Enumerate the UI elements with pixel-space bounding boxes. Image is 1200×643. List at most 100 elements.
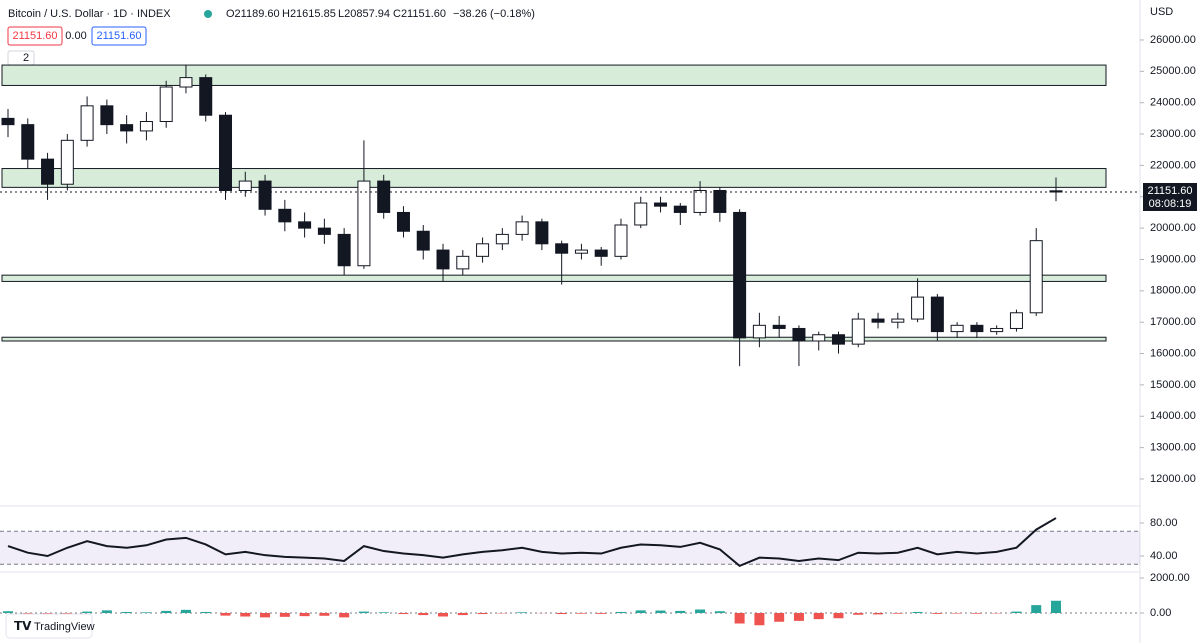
spread: 0.00 <box>65 30 86 42</box>
candle-body <box>1029 240 1043 314</box>
candle-body <box>416 230 430 251</box>
ask[interactable]: 21151.60 <box>96 30 141 42</box>
y-tick-label: 20000.00 <box>1150 222 1196 234</box>
macd-bar <box>378 612 389 613</box>
zone <box>1 336 1107 342</box>
macd-bar <box>240 612 251 617</box>
candle-body <box>179 77 193 88</box>
ohlc-change: −38.26 (−0.18%) <box>453 8 535 20</box>
candle-body <box>673 205 687 213</box>
ohlc-close: C21151.60 <box>393 8 446 20</box>
candle-body <box>278 208 292 223</box>
macd-bar <box>22 612 33 614</box>
y-tick-label: 13000.00 <box>1150 442 1196 454</box>
macd-bar <box>418 612 429 616</box>
macd-bar <box>1051 600 1061 613</box>
candle-body <box>515 221 529 235</box>
candle-body <box>654 202 668 207</box>
rsi-tick-label: 80.00 <box>1150 517 1178 529</box>
bid-box[interactable] <box>7 26 63 46</box>
candle-body <box>258 180 272 210</box>
candle-body <box>634 202 648 226</box>
y-tick-label: 23000.00 <box>1150 128 1196 140</box>
candle-body <box>219 114 233 191</box>
candle-body <box>594 249 608 257</box>
macd-bar <box>932 612 943 614</box>
macd-bar <box>971 612 982 614</box>
candle-body <box>41 158 55 185</box>
candle-body <box>911 296 925 320</box>
macd-bar <box>260 612 271 618</box>
y-tick-label: 15000.00 <box>1150 379 1196 391</box>
ohlc-low: L20857.94 <box>338 8 390 20</box>
candle-body <box>60 139 74 185</box>
macd-tick-label: 2000.00 <box>1150 572 1190 584</box>
candle-body <box>199 77 213 116</box>
y-tick-label: 16000.00 <box>1150 347 1196 359</box>
candle-body <box>436 249 450 270</box>
candle-body <box>100 105 114 126</box>
candle-body <box>357 180 371 267</box>
candle-body <box>317 227 331 235</box>
macd-bar <box>675 610 686 613</box>
y-tick-label: 22000.00 <box>1150 159 1196 171</box>
macd-bar <box>1031 605 1042 613</box>
brand[interactable]: TradingView <box>34 621 95 633</box>
macd-bar <box>892 612 903 614</box>
candle-body <box>713 189 727 213</box>
candle-body <box>733 211 747 339</box>
indicator-toggle[interactable] <box>7 50 35 66</box>
bid[interactable]: 21151.60 <box>12 30 57 42</box>
candle-body <box>990 327 1004 333</box>
macd-bar <box>161 610 172 613</box>
macd-bar <box>793 612 804 621</box>
candle-body <box>693 189 707 213</box>
candle-body <box>772 324 786 329</box>
zone <box>1 274 1107 282</box>
countdown: 08:08:19 <box>1149 198 1192 210</box>
candle-body <box>812 334 826 342</box>
macd-bar <box>438 612 449 617</box>
symbol[interactable]: Bitcoin / U.S. Dollar · 1D · INDEX <box>8 8 171 20</box>
macd-bar <box>714 611 725 613</box>
brand-badge[interactable] <box>5 613 93 639</box>
macd-bar <box>319 612 330 616</box>
candle-body <box>495 233 509 245</box>
candle-body <box>1 117 15 126</box>
macd-bar <box>615 611 626 613</box>
y-tick-label: 24000.00 <box>1150 97 1196 109</box>
y-tick-label: 12000.00 <box>1150 473 1196 485</box>
macd-bar <box>299 612 310 617</box>
ohlc-open: O21189.60 <box>226 8 280 20</box>
macd-bar <box>477 612 488 615</box>
macd-bar <box>695 609 706 613</box>
candle-body <box>80 105 94 141</box>
macd-bar <box>813 612 824 620</box>
macd-bar <box>774 612 785 622</box>
price-label-box <box>1143 183 1197 211</box>
candle-body <box>396 211 410 232</box>
candle-body <box>139 121 153 132</box>
y-tick-label: 18000.00 <box>1150 285 1196 297</box>
macd-bar <box>358 611 369 613</box>
candle-body <box>377 180 391 213</box>
y-tick-label: 19000.00 <box>1150 253 1196 265</box>
candle-body <box>298 221 312 229</box>
candle-body <box>792 327 806 342</box>
macd-bar <box>121 611 132 613</box>
macd-bar <box>180 609 191 613</box>
macd-bar <box>556 612 567 615</box>
indicator-count[interactable]: 2 <box>23 52 29 64</box>
last-price: 21151.60 <box>1147 185 1192 197</box>
ask-box[interactable] <box>91 26 147 46</box>
currency[interactable]: USD <box>1150 6 1173 18</box>
status-dot <box>204 10 212 18</box>
zone <box>1 168 1107 188</box>
macd-bar <box>952 612 963 614</box>
candle-body <box>535 221 549 245</box>
candle-body <box>1009 312 1023 329</box>
candle-body <box>950 324 964 333</box>
macd-bar <box>853 612 864 615</box>
macd-bar <box>141 612 152 613</box>
y-tick-label: 25000.00 <box>1150 65 1196 77</box>
